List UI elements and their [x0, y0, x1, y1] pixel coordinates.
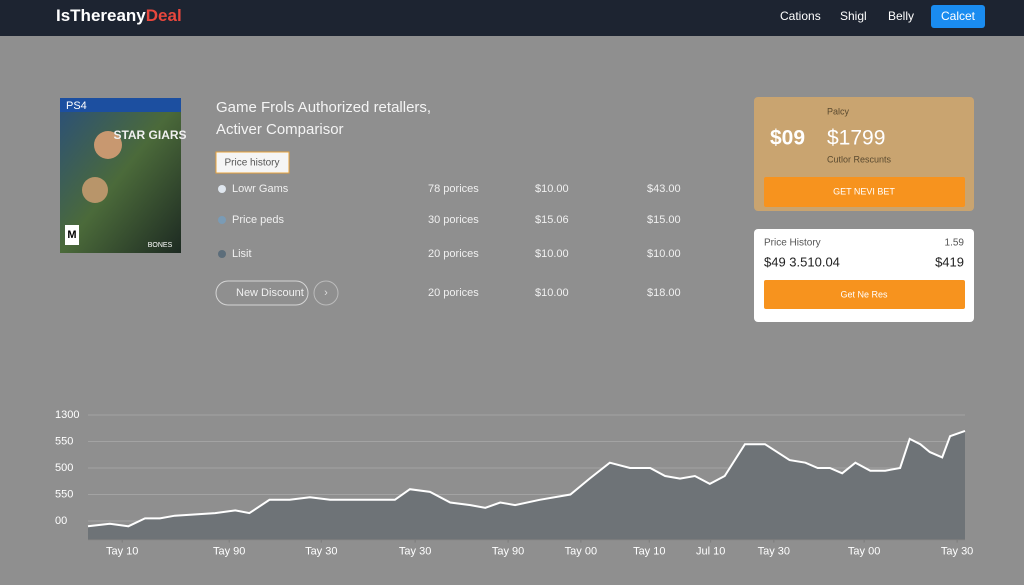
product-title: Game Frols Authorized retallers,: [216, 99, 431, 116]
x-tick-label: Tay 30: [399, 546, 431, 558]
nav-link[interactable]: Belly: [888, 9, 914, 23]
x-tick-label: Tay 10: [633, 546, 665, 558]
cover-platform: PS4: [66, 100, 87, 112]
cover-figure: [82, 177, 108, 203]
row-button[interactable]: [215, 280, 309, 306]
nav-link[interactable]: Shigl: [840, 9, 867, 23]
cover-badge: BONES: [148, 242, 173, 249]
deal-note: Cutlor Rescunts: [827, 154, 892, 164]
cover-title: STAR GIARS: [113, 128, 186, 142]
deal-button[interactable]: [764, 177, 965, 207]
y-tick-label: 1300: [55, 409, 79, 421]
line: [87, 429, 966, 528]
header-button-label: Calcet: [941, 9, 976, 23]
y-tick-label: 550: [55, 488, 73, 500]
row-icon: [218, 216, 226, 224]
deal-button-label: GET NEVI BET: [833, 186, 895, 196]
history-button-label: Get Ne Res: [840, 289, 888, 299]
x-tick-label: Tay 30: [305, 546, 337, 558]
area: [88, 430, 965, 540]
x-tick-label: Tay 30: [941, 546, 973, 558]
cover-rating-box: [65, 225, 79, 245]
deal-price: $09: [770, 127, 805, 150]
history-button[interactable]: [764, 280, 965, 309]
x-tick-label: Jul 10: [696, 546, 725, 558]
header-button[interactable]: [931, 5, 985, 28]
row-cell: 30 porices: [428, 214, 479, 226]
row-arrow-icon: ›: [324, 287, 328, 299]
deal-old-price: $1799: [827, 127, 885, 150]
row-arrow[interactable]: [313, 280, 339, 306]
cover-figure: [94, 131, 122, 159]
cover-band: [60, 98, 181, 112]
cover: [60, 98, 181, 253]
row-cell: $15.06: [535, 214, 569, 226]
nav-link[interactable]: Cations: [780, 9, 821, 23]
header: [0, 0, 1024, 36]
y-tick-label: 500: [55, 462, 73, 474]
x-tick-label: Tay 30: [758, 546, 790, 558]
row-label: Price peds: [232, 214, 284, 226]
deal-label: Palcy: [827, 106, 850, 116]
x-tick-label: Tay 90: [492, 546, 524, 558]
y-tick-label: 00: [55, 515, 67, 527]
row-label: New Discount: [236, 287, 304, 299]
row-cell: $10.00: [647, 248, 681, 260]
row-cell: 20 porices: [428, 248, 479, 260]
history-range: $49 3.510.04: [764, 254, 840, 269]
row-label: Lisit: [232, 248, 252, 260]
logo[interactable]: IsThereanyDeal: [56, 6, 182, 25]
x-tick-label: Tay 00: [565, 546, 597, 558]
row-label: Lowr Gams: [232, 183, 289, 195]
row-cell: $43.00: [647, 183, 681, 195]
y-tick-label: 550: [55, 435, 73, 447]
row-cell: $10.00: [535, 248, 569, 260]
history-value: 1.59: [945, 238, 965, 249]
product-title: Activer Comparisor: [216, 121, 344, 138]
row-cell: $10.00: [535, 287, 569, 299]
x-tick-label: Tay 90: [213, 546, 245, 558]
row-cell: $10.00: [535, 183, 569, 195]
row-icon: [218, 250, 226, 258]
x-tick-label: Tay 00: [848, 546, 880, 558]
x-tick-label: Tay 10: [106, 546, 138, 558]
row-cell: $15.00: [647, 214, 681, 226]
cover-rating: M: [67, 229, 76, 241]
row-cell: 78 porices: [428, 183, 479, 195]
history-label: Price History: [764, 238, 821, 249]
row-cell: 20 porices: [428, 287, 479, 299]
row-icon: [218, 185, 226, 193]
history-price: $419: [935, 254, 964, 269]
tab[interactable]: [215, 151, 290, 174]
tab-label: Price history: [224, 158, 279, 169]
row-cell: $18.00: [647, 287, 681, 299]
price-chart: 1300 550 500 550 00 Tay 10 Tay 90 Tay 30 Tay 30 T…: [55, 409, 973, 558]
